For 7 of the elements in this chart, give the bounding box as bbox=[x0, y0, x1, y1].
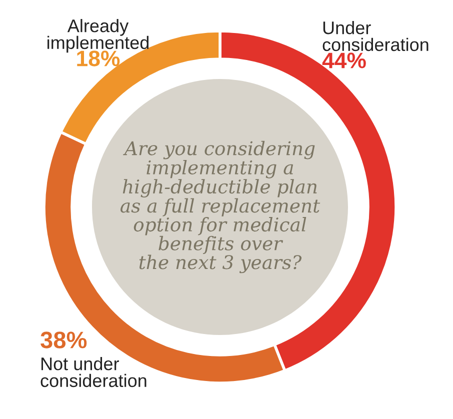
data-label: 44% bbox=[322, 52, 366, 68]
slice-label: Already implemented bbox=[48, 19, 149, 53]
text: Are you considering implementing a high-deductible plan as a full replacement option for medical benefits over the next 3 years? bbox=[120, 140, 320, 274]
data-label: 38% bbox=[40, 332, 87, 348]
data-label: 18% bbox=[77, 50, 120, 66]
slice-label: Under consideration bbox=[322, 21, 428, 52]
slice-label: Not under consideration bbox=[40, 357, 146, 388]
